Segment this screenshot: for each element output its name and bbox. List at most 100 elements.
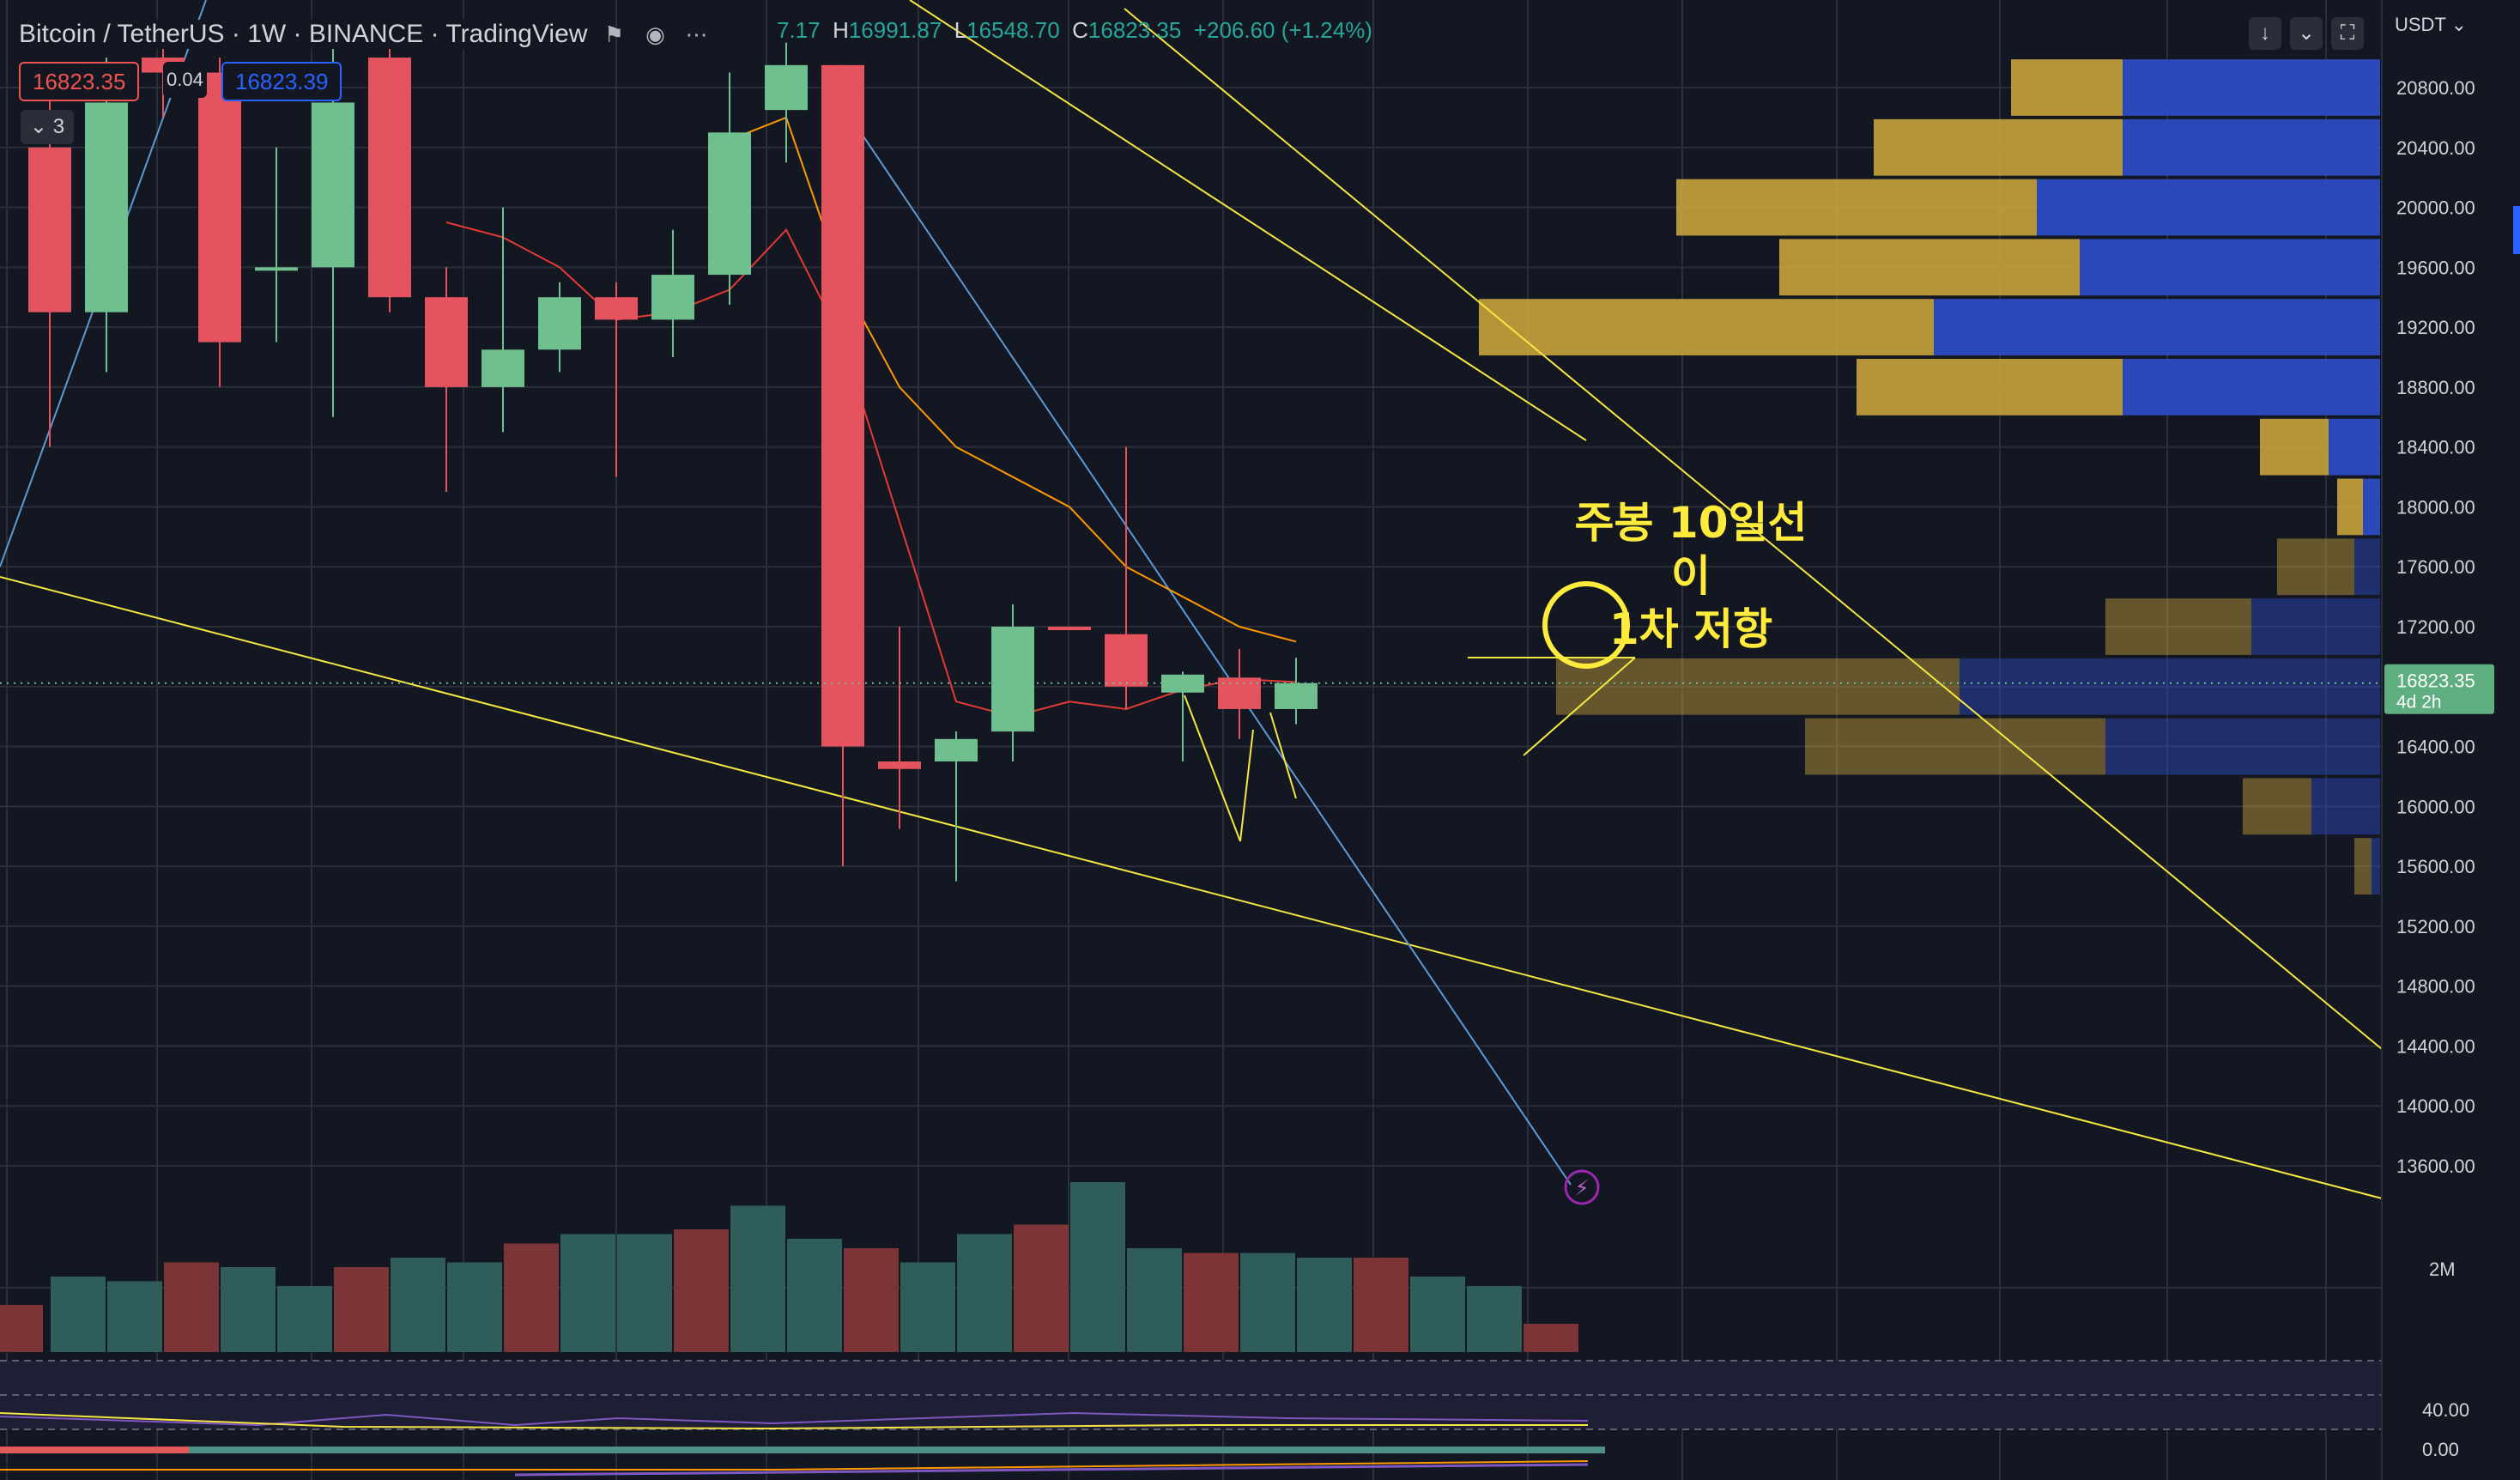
scroll-indicator — [2513, 206, 2520, 254]
candle-body — [1275, 682, 1318, 709]
volume-bar — [1354, 1258, 1408, 1352]
volume-bar — [560, 1234, 615, 1352]
moving-average-line — [445, 221, 1297, 718]
symbol-title[interactable]: Bitcoin / TetherUS · 1W · BINANCE · Trad… — [19, 20, 588, 49]
volume-profile-buy-bar — [2105, 718, 2380, 775]
candle-body — [991, 627, 1034, 732]
price-tick-label: 20800.00 — [2396, 77, 2475, 99]
volume-profile-buy-bar — [2311, 778, 2380, 835]
fullscreen-icon[interactable]: ⛶ — [2331, 17, 2364, 50]
price-tick-label: 18400.00 — [2396, 437, 2475, 458]
volume-profile-sell-bar — [2243, 778, 2311, 835]
price-tick-label: 17600.00 — [2396, 556, 2475, 578]
candle-body — [651, 275, 694, 320]
eye-icon[interactable]: ◉ — [645, 21, 665, 47]
histogram-strip — [0, 1447, 1605, 1453]
candle-body — [935, 738, 978, 761]
volume-profile-buy-bar — [2329, 418, 2380, 476]
volume-profile-sell-bar — [2105, 598, 2251, 655]
indicator-count: 3 — [52, 115, 65, 138]
high-value: 16991.87 — [848, 17, 942, 43]
oscillator-line — [0, 1460, 1589, 1471]
price-axis-bg — [2382, 0, 2520, 1480]
annotation-line-2: 1차 저항 — [1608, 604, 1773, 654]
volume-bar — [107, 1281, 162, 1352]
close-value: 16823.35 — [1087, 17, 1182, 43]
volume-profile-sell-bar — [1479, 299, 1934, 355]
more-icon[interactable]: ⋯ — [685, 21, 708, 47]
candle-body — [595, 297, 638, 320]
candle-body — [1105, 634, 1148, 687]
candle-body — [255, 267, 298, 271]
price-tick-label: 20400.00 — [2396, 137, 2475, 159]
volume-profile-sell-bar — [1556, 658, 1960, 715]
volume-profile-buy-bar — [2123, 118, 2380, 176]
trend-line-mid — [909, 0, 1587, 441]
volume-profile-sell-bar — [2011, 59, 2123, 116]
current-price-label: 16823.35 — [2396, 670, 2475, 692]
volume-bar — [1070, 1182, 1125, 1352]
volume-bar — [1467, 1286, 1522, 1352]
price-tick-label: 13600.00 — [2396, 1155, 2475, 1177]
pattern-line — [1269, 712, 1297, 799]
flag-icon[interactable]: ⚑ — [603, 21, 625, 47]
price-tick-label: 18800.00 — [2396, 377, 2475, 398]
volume-bar — [334, 1267, 389, 1352]
sell-button[interactable]: 16823.35 — [19, 62, 140, 101]
volume-bar — [1410, 1277, 1465, 1352]
volume-bar — [1014, 1224, 1069, 1352]
volume-profile-sell-bar — [1857, 359, 2123, 415]
volume-bar — [900, 1262, 955, 1352]
price-tick-label: 16000.00 — [2396, 796, 2475, 817]
volume-bar — [0, 1305, 43, 1352]
candle-body — [198, 72, 241, 343]
annotation-text: 주봉 10일선이 1차 저항 — [1562, 496, 1820, 656]
candle-body — [368, 58, 411, 298]
price-tick-label: 14000.00 — [2396, 1095, 2475, 1117]
candle-body — [878, 761, 921, 769]
candle-body — [1048, 627, 1091, 630]
price-tick-label: 19200.00 — [2396, 317, 2475, 338]
trend-line-lower — [0, 576, 2383, 1199]
volume-profile-buy-bar — [2251, 598, 2380, 655]
candle-body — [312, 102, 354, 268]
trend-line-upper — [1124, 8, 2383, 1050]
price-tick-label: 17200.00 — [2396, 616, 2475, 638]
price-tick-label: 20000.00 — [2396, 197, 2475, 219]
volume-profile-sell-bar — [1676, 179, 2037, 236]
volume-profile-sell-bar — [2277, 538, 2354, 596]
price-tick-label: 19600.00 — [2396, 257, 2475, 278]
volume-bar — [1127, 1248, 1182, 1352]
volume-profile-sell-bar — [2260, 418, 2329, 476]
candle-body — [85, 102, 128, 312]
volume-bar — [221, 1267, 276, 1352]
ohlc-readout: 7.17 H16991.87 L16548.70 C16823.35 +206.… — [777, 17, 1372, 44]
volume-bar — [1524, 1324, 1578, 1352]
indicators-toggle[interactable]: ⌄ 3 — [21, 110, 74, 144]
currency-selector[interactable]: USDT ⌄ — [2395, 14, 2468, 35]
volume-profile-buy-bar — [2037, 179, 2380, 236]
collapse-icon[interactable]: ⌄ — [2290, 17, 2323, 50]
arrow-down-icon[interactable]: ↓ — [2249, 17, 2281, 50]
volume-bar — [1297, 1258, 1352, 1352]
price-tick-label: 14400.00 — [2396, 1035, 2475, 1057]
currency-label: USDT — [2395, 14, 2446, 35]
volume-bar — [844, 1248, 899, 1352]
lightning-marker — [1564, 1169, 1600, 1205]
pattern-line — [1239, 729, 1254, 842]
volume-bar — [447, 1262, 502, 1352]
volume-bar — [391, 1258, 445, 1352]
volume-profile-sell-bar — [1874, 118, 2123, 176]
candle-body — [425, 297, 468, 387]
volume-profile-sell-bar — [1779, 239, 2080, 296]
volume-profile-sell-bar — [1805, 718, 2105, 775]
candle-body — [821, 64, 864, 747]
annotation-circle — [1542, 581, 1630, 669]
change-value: +206.60 (+1.24%) — [1193, 17, 1372, 43]
current-price-label-bg — [2384, 664, 2494, 714]
annotation-line-1: 주봉 10일선이 — [1574, 498, 1808, 601]
pattern-line — [1184, 695, 1241, 842]
volume-profile-buy-bar — [2123, 359, 2380, 415]
buy-button[interactable]: 16823.39 — [221, 62, 342, 101]
